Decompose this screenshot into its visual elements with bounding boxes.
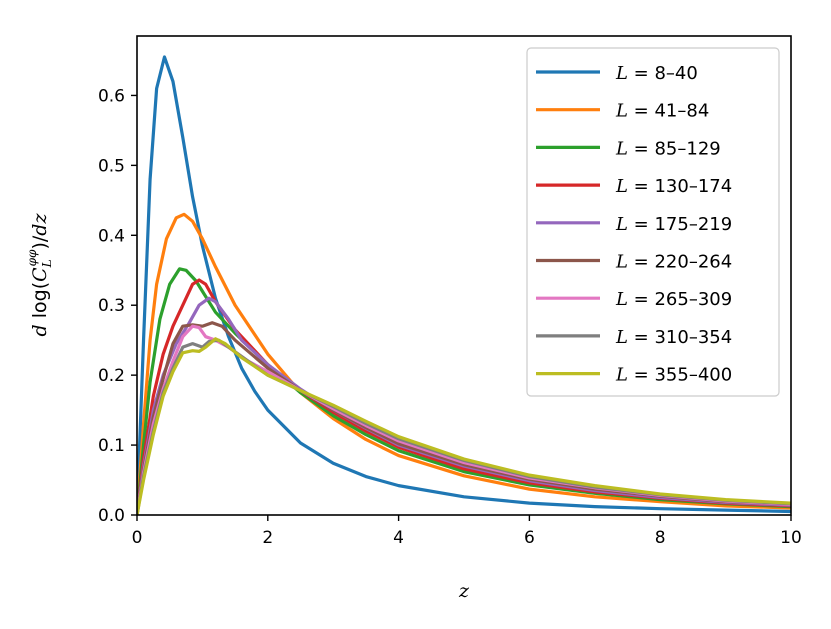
legend-entry-8: L = 310–354	[536, 327, 732, 348]
y-tick-label: 0.6	[98, 86, 125, 106]
x-tick-label: 0	[132, 528, 143, 548]
legend-entry-1: L = 8–40	[536, 63, 698, 84]
legend-entry-5: L = 175–219	[536, 214, 732, 235]
y-tick-label: 0.4	[98, 226, 125, 246]
legend-label: L = 8–40	[615, 63, 698, 84]
legend-label: L = 265–309	[615, 289, 732, 310]
series-line-9	[137, 337, 791, 515]
x-tick-label: 8	[655, 528, 666, 548]
y-tick-label: 0.5	[98, 156, 125, 176]
y-axis: 0.0 0.1 0.2 0.3 0.4 0.5 0.6	[98, 86, 137, 526]
legend-label: L = 220–264	[615, 252, 732, 273]
x-axis-label: z	[458, 580, 470, 602]
legend-box	[526, 47, 780, 397]
x-tick-label: 10	[780, 528, 802, 548]
y-tick-label: 0.1	[98, 436, 125, 456]
x-tick-label: 2	[262, 528, 273, 548]
x-tick-label: 6	[524, 528, 535, 548]
legend-label: L = 130–174	[615, 176, 732, 197]
y-tick-label: 0.3	[98, 296, 125, 316]
series-line-2	[137, 212, 791, 515]
legend-entry-7: L = 265–309	[536, 289, 732, 310]
x-axis: 0 2 4 6 8 10	[132, 515, 802, 548]
legend-label: L = 355–400	[615, 365, 732, 386]
legend-label: L = 41–84	[615, 101, 709, 122]
legend-label: L = 85–129	[615, 138, 721, 159]
legend: L = 8–40 L = 41–84 L = 85–129 L = 130–174 L …	[526, 47, 780, 397]
legend-entry-6: L = 220–264	[536, 252, 732, 273]
legend-entry-9: L = 355–400	[536, 365, 732, 386]
series-layer	[137, 55, 791, 515]
legend-label: L = 310–354	[615, 327, 732, 348]
svg-text:d log(CLφφ)/dz: d log(CLφφ)/dz	[25, 213, 54, 337]
legend-entry-3: L = 85–129	[536, 138, 721, 159]
y-axis-label: d log(CLφφ)/dz	[25, 213, 54, 337]
legend-entry-4: L = 130–174	[536, 176, 732, 197]
x-tick-label: 4	[393, 528, 404, 548]
y-tick-label: 0.2	[98, 366, 125, 386]
legend-entry-2: L = 41–84	[536, 101, 709, 122]
legend-label: L = 175–219	[615, 214, 732, 235]
plot-frame	[136, 35, 792, 516]
series-line-1	[137, 55, 791, 515]
y-tick-label: 0.0	[98, 506, 125, 526]
